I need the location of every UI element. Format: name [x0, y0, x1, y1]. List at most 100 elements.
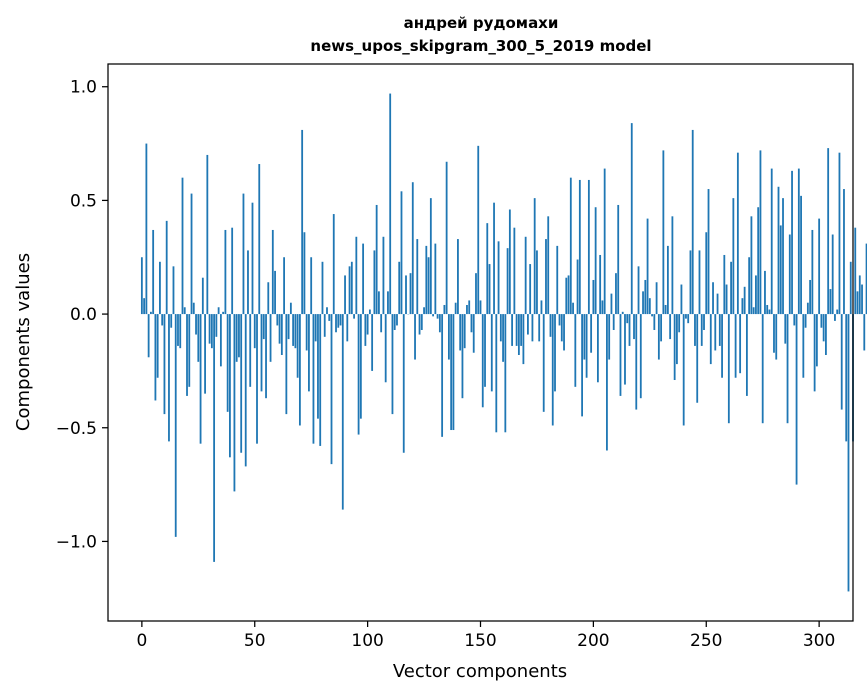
bar-185 — [558, 314, 561, 326]
bar-229 — [657, 314, 660, 360]
bar-131 — [436, 314, 439, 319]
bar-133 — [441, 314, 444, 437]
bar-117 — [405, 275, 407, 315]
bar-21 — [188, 314, 191, 387]
bar-88 — [339, 314, 342, 326]
x-axis-label: Vector components — [393, 661, 567, 682]
bar-43 — [238, 314, 240, 358]
bar-221 — [639, 314, 642, 399]
bar-182 — [551, 314, 554, 426]
bar-143 — [463, 314, 466, 349]
bar-63 — [283, 257, 285, 315]
bar-154 — [488, 264, 491, 315]
bar-313 — [847, 314, 850, 592]
bar-169 — [522, 314, 525, 365]
bar-311 — [843, 189, 845, 315]
bar-297 — [811, 229, 814, 315]
bar-263 — [734, 314, 737, 378]
bar-34 — [217, 307, 220, 315]
bar-42 — [235, 314, 238, 362]
chart-subtitle: news_upos_skipgram_300_5_2019 model — [310, 37, 651, 55]
bar-306 — [831, 234, 834, 315]
bar-262 — [732, 198, 735, 315]
bar-70 — [298, 314, 301, 426]
bar-204 — [601, 300, 604, 315]
bar-183 — [554, 314, 556, 392]
bar-72 — [303, 232, 306, 315]
bar-224 — [646, 218, 649, 315]
bar-203 — [599, 254, 602, 315]
bar-150 — [479, 300, 482, 315]
bar-80 — [321, 261, 324, 315]
bar-129 — [432, 314, 434, 317]
bar-111 — [391, 314, 394, 415]
bar-264 — [736, 152, 739, 315]
bar-189 — [567, 275, 570, 315]
y-tick-label: 1.0 — [70, 78, 97, 98]
bar-147 — [472, 314, 475, 353]
bar-151 — [481, 314, 484, 408]
bar-188 — [565, 277, 568, 315]
bar-103 — [373, 250, 376, 315]
bar-268 — [745, 314, 748, 396]
bar-301 — [820, 314, 823, 328]
bar-60 — [276, 314, 279, 326]
bar-161 — [504, 314, 507, 433]
bar-84 — [330, 314, 333, 465]
bar-302 — [822, 314, 825, 342]
bar-67 — [292, 314, 295, 346]
bar-14 — [172, 266, 175, 315]
bar-160 — [502, 314, 504, 362]
bar-86 — [335, 314, 337, 333]
bar-26 — [199, 314, 202, 444]
y-axis-label: Components values — [13, 253, 34, 431]
bar-170 — [524, 236, 527, 315]
bar-109 — [387, 291, 389, 315]
bar-112 — [393, 314, 396, 330]
bar-201 — [594, 207, 597, 315]
bar-173 — [531, 314, 534, 342]
bar-96 — [357, 314, 360, 435]
bar-51 — [256, 314, 258, 444]
bar-181 — [549, 314, 552, 337]
bar-246 — [696, 314, 699, 403]
bar-74 — [308, 314, 310, 392]
bar-18 — [181, 177, 184, 315]
bar-228 — [655, 282, 658, 315]
bar-47 — [247, 250, 249, 315]
bar-200 — [592, 279, 595, 315]
bar-178 — [542, 314, 545, 412]
bar-53 — [260, 314, 263, 392]
bar-68 — [294, 314, 297, 349]
bar-277 — [766, 304, 769, 315]
bar-59 — [274, 270, 276, 315]
bar-215 — [626, 314, 629, 324]
bar-98 — [362, 243, 365, 315]
bar-209 — [612, 314, 615, 330]
bar-253 — [712, 282, 714, 315]
bar-36 — [222, 311, 225, 315]
bar-225 — [648, 298, 651, 315]
bar-82 — [326, 307, 328, 315]
bar-299 — [815, 314, 818, 367]
bar-290 — [795, 314, 798, 485]
bar-37 — [224, 229, 227, 315]
bar-116 — [402, 314, 405, 453]
bar-307 — [834, 314, 836, 321]
bar-308 — [836, 309, 839, 315]
bar-197 — [585, 314, 588, 378]
bar-141 — [459, 314, 462, 351]
bar-44 — [240, 314, 243, 453]
bar-287 — [788, 234, 791, 315]
bar-240 — [682, 314, 685, 426]
bar-193 — [576, 259, 579, 315]
bars-group — [140, 93, 867, 592]
bar-105 — [378, 291, 380, 315]
bar-273 — [757, 207, 760, 315]
bar-29 — [206, 154, 209, 315]
bar-137 — [450, 314, 453, 431]
bar-207 — [608, 314, 611, 360]
bar-135 — [445, 161, 448, 315]
bar-166 — [515, 314, 518, 346]
bar-261 — [730, 261, 732, 315]
